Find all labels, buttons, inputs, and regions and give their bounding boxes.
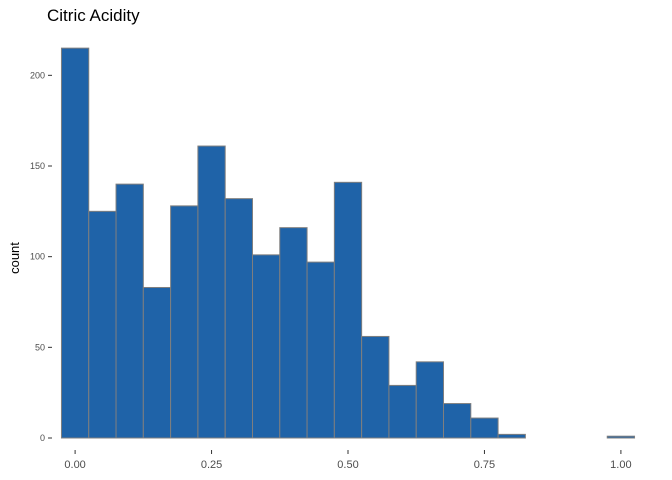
y-tick-label: 0 — [40, 433, 45, 443]
y-axis: 0 50 100 150 200 — [30, 70, 52, 443]
bars-group — [60, 47, 636, 439]
histogram-bar — [224, 198, 253, 439]
histogram-bar — [115, 183, 144, 439]
histogram-bar — [251, 254, 281, 439]
y-tick-label: 50 — [35, 342, 45, 352]
histogram-bar — [279, 227, 308, 439]
x-tick-label: 1.00 — [610, 459, 631, 471]
y-tick-label: 200 — [30, 70, 45, 80]
histogram-bar — [415, 361, 445, 439]
histogram-bar — [470, 417, 499, 439]
histogram-bar — [388, 384, 417, 439]
y-tick-label: 100 — [30, 252, 45, 262]
x-tick-label: 0.25 — [201, 459, 222, 471]
chart-title: Citric Acidity — [47, 6, 140, 25]
histogram-bar — [197, 145, 226, 439]
histogram-bar — [333, 181, 363, 439]
y-tick-label: 150 — [30, 161, 45, 171]
histogram-bar — [306, 261, 335, 439]
histogram-bar — [170, 205, 199, 439]
histogram-bar — [361, 335, 390, 439]
histogram-bar — [142, 286, 172, 439]
x-tick-label: 0.00 — [64, 459, 85, 471]
x-axis: 0.00 0.25 0.50 0.75 1.00 — [64, 450, 632, 471]
histogram-bar — [606, 435, 636, 439]
x-tick-label: 0.50 — [337, 459, 358, 471]
x-tick-label: 0.75 — [474, 459, 495, 471]
histogram-bar — [60, 47, 90, 439]
histogram-bar — [88, 210, 117, 439]
histogram-bar — [443, 403, 472, 439]
y-axis-label: count — [7, 242, 22, 274]
histogram-bar — [497, 433, 526, 439]
